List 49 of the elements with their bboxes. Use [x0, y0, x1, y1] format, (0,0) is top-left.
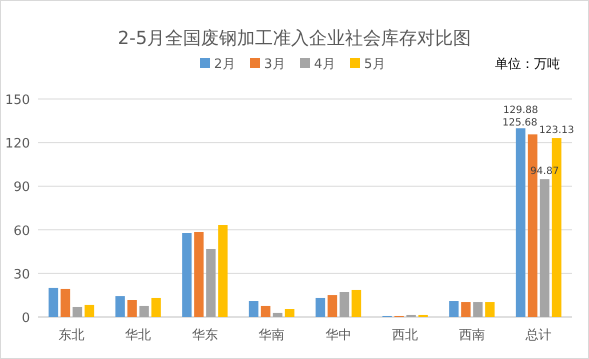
- bar: [84, 304, 94, 317]
- bar: [60, 288, 70, 317]
- bar: [485, 302, 495, 317]
- bar: [272, 312, 282, 317]
- data-label: 123.13: [539, 125, 574, 136]
- bar: [194, 232, 204, 317]
- bar: [127, 300, 137, 317]
- y-tick-label: 150: [5, 93, 30, 108]
- bar: [461, 302, 471, 317]
- x-tick-label: 华中: [325, 328, 352, 343]
- text: 单位：万吨: [495, 57, 560, 72]
- y-tick-label: 90: [13, 180, 30, 196]
- x-tick-label: 西南: [458, 328, 485, 343]
- bar: [72, 306, 82, 317]
- legend-label: 2月: [214, 57, 236, 72]
- legend-label: 5月: [364, 57, 386, 72]
- y-tick-label: 120: [5, 136, 30, 152]
- bar: [352, 290, 362, 317]
- bar: [316, 298, 326, 317]
- bar: [449, 301, 459, 317]
- x-tick-label: 东北: [58, 328, 84, 343]
- bar: [248, 301, 258, 317]
- chart-title: 2-5月全国废钢加工准入企业社会库存对比图: [118, 28, 472, 49]
- bar: [48, 288, 58, 317]
- bar: [115, 296, 125, 317]
- bar: [182, 232, 192, 317]
- bar: [540, 179, 550, 317]
- bar: [473, 302, 483, 317]
- bar: [218, 225, 228, 317]
- bar: [151, 298, 161, 317]
- bar: [260, 306, 270, 317]
- legend-label: 3月: [264, 57, 286, 72]
- bar: [206, 248, 216, 317]
- x-tick-label: 华东: [192, 328, 218, 343]
- x-tick-label: 西北: [392, 328, 418, 343]
- bar: [340, 292, 350, 317]
- y-tick-label: 30: [13, 267, 30, 282]
- bar: [328, 295, 338, 317]
- data-label: 125.68: [502, 117, 538, 128]
- x-tick-label: 华南: [258, 328, 285, 343]
- x-tick-label: 总计: [524, 328, 552, 343]
- y-tick-label: 60: [13, 224, 30, 239]
- x-tick-label: 华北: [125, 328, 152, 343]
- bar: [516, 128, 526, 317]
- legend-label: 4月: [314, 57, 336, 72]
- y-tick-label: 0: [22, 311, 30, 326]
- bar: [139, 306, 149, 317]
- data-label: 129.88: [503, 105, 538, 116]
- bar: [284, 309, 294, 317]
